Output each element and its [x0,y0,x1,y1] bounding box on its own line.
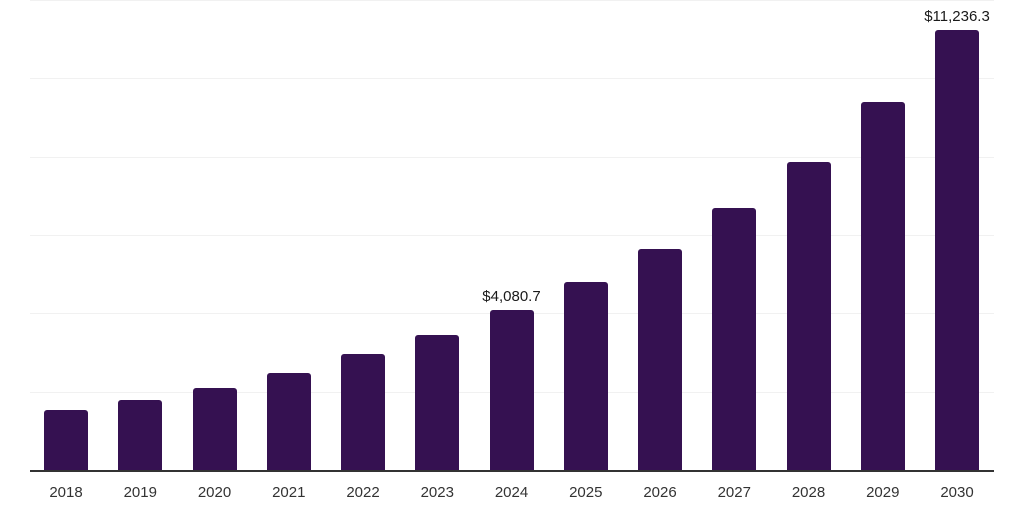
gridline-8000 [30,156,994,158]
x-tick-2027: 2027 [717,484,751,501]
bar-2019 [118,399,163,470]
bar-2021 [266,372,311,470]
x-tick-2022: 2022 [346,484,380,501]
bar-2022 [341,354,385,470]
bar-2018 [44,409,88,470]
x-tick-2019: 2019 [123,484,157,501]
x-axis: 2018 2019 2020 2021 2022 2023 2024 2025 2026 2027… [30,482,994,504]
x-tick-2029: 2029 [866,484,900,501]
bar-2028 [786,161,831,470]
gridline-6000 [30,235,994,236]
x-tick-2024: 2024 [494,484,529,501]
value-label-2024: $4,080.7 [482,288,541,306]
bar-2026 [638,249,682,470]
x-tick-2030: 2030 [940,484,974,501]
x-tick-2020: 2020 [197,484,232,501]
x-tick-2021: 2021 [272,484,306,501]
bar-2030 [935,29,979,470]
gridline-10000 [30,78,994,80]
bar-2025 [563,282,608,470]
bar-2020 [192,388,237,470]
gridline-12000 [30,0,994,1]
bar-2023 [415,334,460,470]
value-label-2030: $11,236.3 [924,7,990,25]
plot-area: $4,080.7 $11,236.3 [30,0,994,472]
x-tick-2026: 2026 [643,484,677,501]
x-tick-2025: 2025 [569,484,603,501]
x-tick-2023: 2023 [420,484,454,501]
x-tick-2018: 2018 [49,484,83,501]
bar-2029 [860,101,905,470]
bar-2027 [712,208,757,470]
bar-2024 [489,310,534,470]
x-tick-2028: 2028 [791,484,826,501]
